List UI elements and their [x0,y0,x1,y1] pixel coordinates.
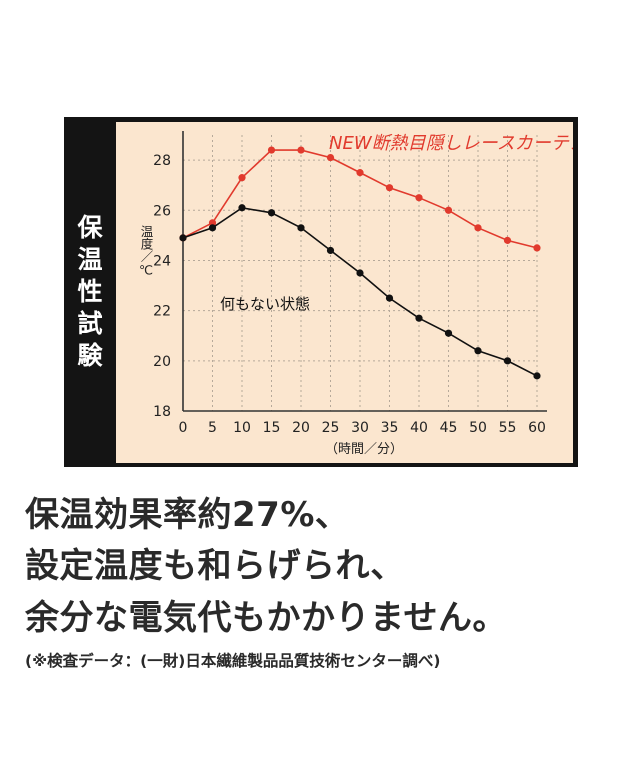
series-2-point [356,269,364,277]
series-1-point [474,224,482,232]
side-title-char: 保 [77,213,103,242]
x-tick-label: 50 [469,420,487,436]
series-1-point [533,244,541,252]
series-2-point [444,329,453,337]
x-tick-label: 60 [528,420,546,436]
chart-side-title: 保 温 性 試 験 [64,117,116,467]
x-axis-label: （時間／分） [325,442,403,457]
side-title-char: 験 [77,341,103,370]
series-2-point [474,347,482,355]
series-label-2: 何もない状態 [220,295,310,313]
y-tick-label: 18 [153,404,171,420]
side-title-char: 試 [77,309,103,338]
series-1-point [208,219,217,227]
plot-area: 0 5 10 15 20 25 30 35 40 45 50 55 60 18 20 22 24 26 28 （時間／… [116,122,573,463]
x-tick-label: 20 [292,420,310,436]
series-1-point [415,194,423,202]
series-1-point [238,174,246,182]
x-tick-label: 40 [410,420,428,436]
test-data-note: (※検査データ：(一財)日本繊維製品品質技術センター調べ) [25,652,441,670]
series-1-point [356,169,364,177]
y-tick-label: 24 [153,253,171,269]
y-tick-label: 28 [153,153,171,169]
series-1-point [444,206,453,214]
series-2-point [415,314,423,322]
series-2-point [326,246,335,255]
series-2-point [297,224,305,232]
series-1-point [385,184,394,192]
series-1-point [503,236,512,244]
x-tick-label: 15 [263,420,281,436]
copy-line-1: 保温効果率約27%、 [25,495,350,535]
side-title-char: 性 [77,277,103,306]
series-1-point [297,146,305,154]
y-axis-label: 温度／℃ [139,225,154,278]
copy-line-3: 余分な電気代もかかりません。 [25,598,507,638]
series-2-point [238,204,246,212]
x-tick-label: 10 [233,420,251,436]
y-tick-label: 26 [153,203,171,219]
x-tick-label: 35 [381,420,399,436]
series-2-point [385,294,394,302]
x-tick-label: 5 [208,420,217,436]
side-title-char: 温 [77,245,103,274]
y-tick-label: 20 [153,354,171,370]
copy-line-2: 設定温度も和らげられ、 [25,546,405,586]
series-2-point [208,224,217,232]
x-tick-label: 55 [499,420,517,436]
x-tick-label: 45 [440,420,458,436]
x-tick-label: 0 [179,420,188,436]
line-chart: 0 5 10 15 20 25 30 35 40 45 50 55 60 18 20 22 24 26 28 （時間／… [139,131,573,457]
chart-figure: 保 温 性 試 験 0 5 10 15 20 25 30 35 40 45 50 55 60 18 20 22… [64,117,578,467]
series-label-1: NEW断熱目隠しレースカーテン [329,133,573,154]
series-2-point [533,372,541,380]
x-tick-label: 30 [351,420,369,436]
series-2-point [179,234,187,242]
x-tick-label: 25 [322,420,340,436]
series-1-point [326,153,335,162]
y-tick-label: 22 [153,304,171,320]
series-2-point [503,357,512,365]
series-1-point [267,146,276,154]
series-line-1 [182,149,538,249]
series-2-point [267,209,276,217]
